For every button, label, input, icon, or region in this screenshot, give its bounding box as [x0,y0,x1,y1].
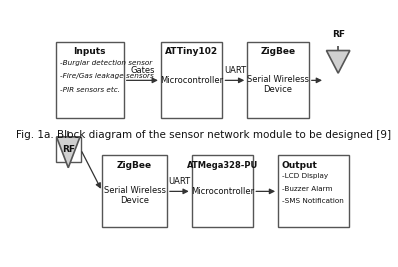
FancyBboxPatch shape [247,42,309,118]
Text: UART: UART [224,66,246,75]
Polygon shape [326,50,350,73]
FancyBboxPatch shape [161,42,222,118]
Text: -SMS Notification: -SMS Notification [282,198,343,204]
Text: Microcontroller: Microcontroller [160,76,223,85]
FancyBboxPatch shape [102,155,167,227]
Text: ZigBee: ZigBee [260,48,296,56]
FancyBboxPatch shape [56,137,80,162]
Text: Serial Wireless
Device: Serial Wireless Device [103,186,166,205]
Text: Microcontroller: Microcontroller [191,187,254,196]
Text: UART: UART [168,177,190,186]
FancyBboxPatch shape [192,155,253,227]
Text: -Burglar detection sensor: -Burglar detection sensor [60,60,152,66]
Text: ATMega328-PU: ATMega328-PU [187,160,258,170]
Text: Output: Output [282,160,318,170]
Text: RF: RF [332,30,345,39]
Text: Fig. 1a. Block diagram of the sensor network module to be designed [9]: Fig. 1a. Block diagram of the sensor net… [16,130,392,140]
Text: Gates: Gates [130,66,154,75]
Text: RF: RF [62,145,75,154]
Text: ZigBee: ZigBee [117,160,152,170]
Text: -PIR sensors etc.: -PIR sensors etc. [60,87,120,93]
Polygon shape [57,137,80,168]
FancyBboxPatch shape [278,155,349,227]
FancyBboxPatch shape [56,42,124,118]
Text: -Fire/Gas leakage sensors: -Fire/Gas leakage sensors [60,73,153,79]
Text: Inputs: Inputs [74,48,106,56]
Text: Serial Wireless
Device: Serial Wireless Device [247,75,309,94]
Text: -LCD Display: -LCD Display [282,173,328,179]
Text: ATTiny102: ATTiny102 [165,48,218,56]
Text: -Buzzer Alarm: -Buzzer Alarm [282,186,332,192]
